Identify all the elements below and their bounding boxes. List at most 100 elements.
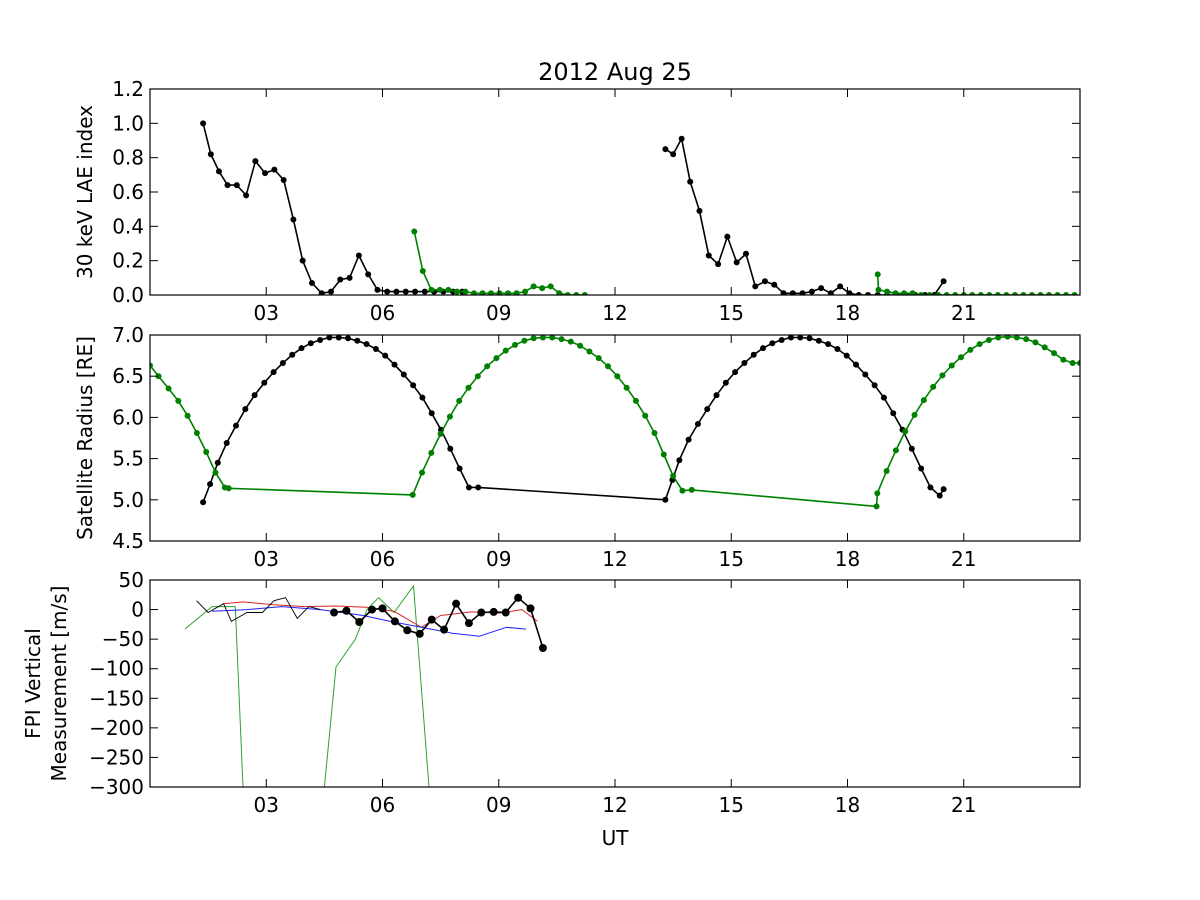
data-point xyxy=(722,379,729,386)
data-point xyxy=(742,250,749,257)
data-point xyxy=(679,487,686,494)
data-point xyxy=(995,335,1002,341)
data-point xyxy=(474,373,481,380)
data-point xyxy=(901,290,908,295)
data-point xyxy=(421,288,428,295)
data-point xyxy=(505,290,512,295)
data-point xyxy=(428,410,435,417)
data-point xyxy=(207,481,214,488)
x-tick-label: 12 xyxy=(602,793,627,817)
data-point xyxy=(741,360,748,367)
data-point xyxy=(308,279,315,286)
data-point xyxy=(289,351,296,358)
data-point xyxy=(1071,292,1078,295)
y-tick-label: −50 xyxy=(102,627,144,651)
data-point xyxy=(694,420,701,427)
data-point xyxy=(815,337,822,344)
data-point xyxy=(368,605,377,614)
data-point xyxy=(930,383,937,390)
data-point xyxy=(514,593,523,602)
data-point xyxy=(378,604,387,613)
data-point xyxy=(892,447,899,454)
data-point xyxy=(233,182,240,189)
data-point xyxy=(493,355,500,362)
data-point xyxy=(436,286,443,293)
data-point xyxy=(456,397,463,404)
x-tick-label: 21 xyxy=(951,547,976,571)
data-point xyxy=(462,288,469,295)
data-point xyxy=(391,361,398,368)
data-point xyxy=(513,290,520,295)
data-point xyxy=(760,345,767,352)
data-point xyxy=(558,336,565,343)
y-axis-label: 30 keV LAE index xyxy=(73,105,97,279)
data-point xyxy=(853,361,860,368)
data-point xyxy=(936,492,943,499)
data-point xyxy=(342,606,351,615)
data-point xyxy=(685,436,692,443)
data-point xyxy=(715,261,722,268)
data-point xyxy=(298,345,305,352)
data-point xyxy=(939,372,946,379)
data-point xyxy=(1054,292,1061,295)
data-point xyxy=(184,412,191,419)
y-tick-label: 0.4 xyxy=(112,214,144,238)
data-point xyxy=(920,397,927,404)
data-point xyxy=(547,283,554,290)
data-point xyxy=(242,406,249,413)
series-line-1 xyxy=(223,601,538,628)
data-point xyxy=(440,625,449,634)
data-point xyxy=(705,252,712,259)
data-point xyxy=(496,290,503,295)
data-point xyxy=(789,290,796,295)
data-point xyxy=(1028,292,1035,295)
data-point xyxy=(224,182,231,189)
data-point xyxy=(670,472,677,479)
data-point xyxy=(530,283,537,290)
x-tick-label: 12 xyxy=(602,547,627,571)
data-point xyxy=(678,135,685,142)
data-point xyxy=(223,439,230,446)
data-point xyxy=(200,499,207,506)
y-axis-label: Satellite Radius [RE] xyxy=(73,336,97,540)
data-point xyxy=(522,288,529,295)
y-tick-label: 1.0 xyxy=(112,111,144,135)
data-point xyxy=(967,346,974,353)
data-point xyxy=(940,278,947,285)
data-point xyxy=(750,351,757,358)
data-point xyxy=(687,178,694,185)
data-point xyxy=(797,335,804,341)
plot-area xyxy=(184,585,547,787)
data-point xyxy=(676,457,683,464)
series-line-2 xyxy=(211,606,526,637)
data-point xyxy=(402,288,409,295)
x-tick-label: 06 xyxy=(370,547,395,571)
data-point xyxy=(419,469,426,476)
data-point xyxy=(354,337,361,344)
y-tick-label: 4.5 xyxy=(112,529,144,553)
y-tick-label: 0.2 xyxy=(112,249,144,273)
data-point xyxy=(390,617,399,626)
x-tick-label: 15 xyxy=(719,301,744,325)
data-point xyxy=(262,170,269,177)
data-point xyxy=(926,292,933,295)
data-point xyxy=(225,485,232,492)
data-point xyxy=(986,292,993,295)
data-point xyxy=(874,271,881,278)
data-point xyxy=(403,626,412,635)
data-point xyxy=(1013,335,1020,341)
data-point xyxy=(573,292,580,295)
data-point xyxy=(581,292,588,295)
data-point xyxy=(976,341,983,348)
data-point xyxy=(890,410,897,417)
data-point xyxy=(892,290,899,295)
data-point xyxy=(280,176,287,183)
x-tick-label: 03 xyxy=(254,547,279,571)
data-point xyxy=(155,373,162,380)
data-point xyxy=(365,271,372,278)
y-tick-label: 5.0 xyxy=(112,488,144,512)
data-point xyxy=(704,406,711,413)
data-point xyxy=(317,336,324,343)
data-point xyxy=(446,413,453,420)
x-tick-label: 12 xyxy=(602,301,627,325)
